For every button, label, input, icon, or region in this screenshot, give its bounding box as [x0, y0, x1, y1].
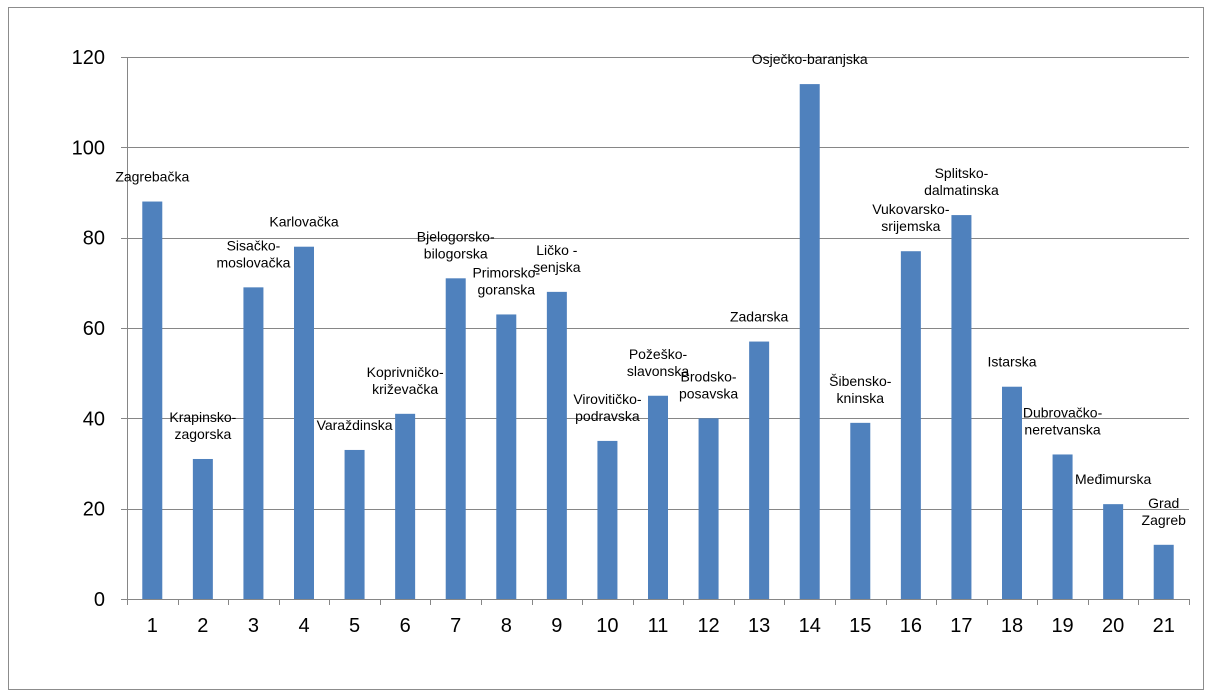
bars [142, 84, 1174, 600]
bar [496, 314, 517, 599]
bar-data-label: Požeško- [629, 346, 688, 362]
bar-data-label: senjska [533, 259, 581, 275]
y-tick-label: 120 [72, 47, 105, 69]
x-tick-label: 4 [298, 615, 309, 637]
x-tick-label: 11 [648, 615, 669, 637]
bar [395, 413, 416, 599]
bar-data-label: Zagreb [1142, 512, 1187, 528]
x-tick-label: 10 [596, 615, 618, 637]
y-tick-label: 100 [72, 137, 105, 159]
bar-data-label: slavonska [627, 363, 689, 379]
bar [445, 278, 466, 599]
bar [799, 84, 820, 600]
bar [749, 341, 770, 599]
bar [192, 458, 213, 599]
axes [121, 57, 1190, 605]
bar-data-label: Virovitičko- [573, 391, 642, 407]
bar-data-label: zagorska [174, 426, 231, 442]
bar-data-labels: Zagrebačka Krapinsko-zagorska Sisačko-mosl… [115, 51, 1186, 528]
y-tick-labels: 0 20 40 60 80 100 120 [72, 47, 105, 611]
bar-data-label: Zadarska [730, 309, 789, 325]
bar [698, 418, 719, 599]
bar-data-label: dalmatinska [924, 182, 999, 198]
bar-data-label: Grad [1148, 495, 1179, 511]
bar [1103, 504, 1124, 599]
bar-data-label: Sisačko- [227, 237, 281, 253]
bar [294, 246, 314, 599]
bar-data-label: Istarska [987, 354, 1036, 370]
bar-data-label: Brodsko- [681, 368, 737, 384]
x-tick-label: 21 [1153, 615, 1175, 637]
chart-frame: 0 20 40 60 80 100 120 1 2 3 4 5 6 7 8 9 10 11 12 13 14 15 16 1… [8, 7, 1204, 690]
x-tick-label: 5 [349, 615, 360, 637]
bar [546, 291, 567, 599]
bar-data-label: Karlovačka [269, 214, 338, 230]
bar-data-label: Krapinsko- [169, 409, 236, 425]
x-tick-labels: 1 2 3 4 5 6 7 8 9 10 11 12 13 14 15 16 17 18 19 20 21 [147, 615, 1175, 637]
x-tick-label: 17 [950, 615, 972, 637]
bar-data-label: Zagrebačka [115, 169, 189, 185]
bar-data-label: kninska [837, 390, 885, 406]
bar [1052, 454, 1073, 599]
y-tick-label: 0 [94, 589, 105, 611]
x-tick-label: 9 [551, 615, 562, 637]
x-tick-label: 1 [147, 615, 158, 637]
x-tick-label: 18 [1001, 615, 1023, 637]
bar [1153, 544, 1174, 599]
bar-data-label: neretvanska [1024, 421, 1100, 437]
bar [243, 287, 264, 599]
bar [900, 251, 921, 599]
bar-data-label: Vukovarsko- [872, 201, 950, 217]
x-tick-label: 12 [697, 615, 719, 637]
bar-data-label: podravska [575, 408, 640, 424]
bar-data-label: Međimurska [1075, 471, 1151, 487]
bar [850, 422, 871, 599]
bar-data-label: srijemska [881, 218, 940, 234]
bar-data-label: Šibensko- [829, 373, 892, 389]
y-tick-label: 40 [83, 408, 105, 430]
bar-data-label: moslovačka [216, 254, 290, 270]
bar [1002, 386, 1022, 599]
x-tick-label: 14 [799, 615, 821, 637]
x-tick-label: 8 [501, 615, 512, 637]
bar-data-label: Varaždinska [317, 417, 393, 433]
x-tick-label: 2 [197, 615, 208, 637]
bar-data-label: Bjelogorsko- [417, 228, 495, 244]
y-tick-label: 80 [83, 228, 105, 250]
bar [597, 440, 618, 599]
bar-data-label: križevačka [372, 381, 438, 397]
y-tick-label: 60 [83, 318, 105, 340]
x-tick-label: 3 [248, 615, 259, 637]
x-tick-label: 19 [1051, 615, 1073, 637]
bar [142, 201, 163, 600]
x-tick-label: 6 [400, 615, 411, 637]
x-tick-label: 15 [849, 615, 871, 637]
bar [648, 395, 668, 599]
x-tick-label: 7 [450, 615, 461, 637]
bar-data-label: Ličko - [536, 242, 578, 258]
x-tick-label: 16 [900, 615, 922, 637]
bar-data-label: Dubrovačko- [1023, 404, 1103, 420]
bar [951, 215, 972, 600]
bar [344, 449, 365, 599]
bar-data-label: posavska [679, 385, 738, 401]
bar-data-label: Primorsko- [472, 264, 540, 280]
bar-data-label: goranska [477, 281, 535, 297]
bar-data-label: bilogorska [424, 245, 488, 261]
bar-data-label: Splitsko- [935, 165, 989, 181]
x-tick-label: 20 [1102, 615, 1124, 637]
bar-data-label: Osječko-baranjska [752, 51, 868, 67]
x-tick-label: 13 [748, 615, 770, 637]
bar-data-label: Koprivničko- [367, 364, 444, 380]
y-tick-label: 20 [83, 499, 105, 521]
